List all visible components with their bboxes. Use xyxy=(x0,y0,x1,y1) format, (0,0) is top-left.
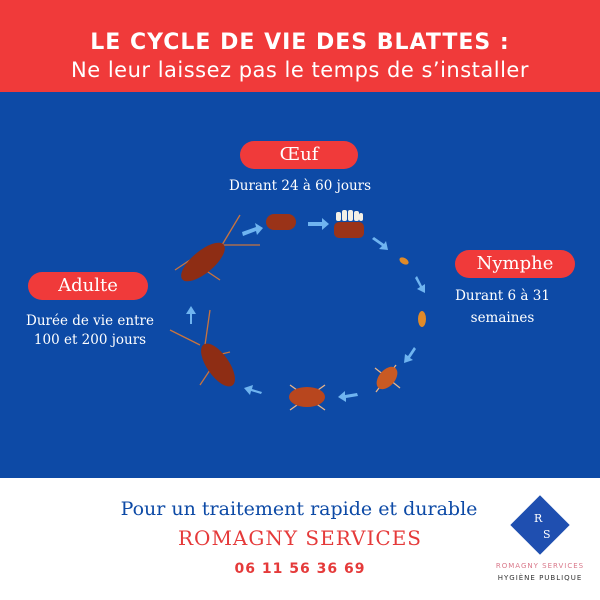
stage-label-nymph: Nymphe xyxy=(455,250,575,278)
arrow-icon xyxy=(186,306,196,324)
arrow-icon xyxy=(415,276,425,293)
egg-capsule-icon xyxy=(266,214,296,230)
stage-desc-nymph-line1: Durant 6 à 31 xyxy=(455,288,550,304)
company-name: ROMAGNY SERVICES xyxy=(177,526,422,550)
arrow-icon xyxy=(244,385,262,395)
stage-desc-adult-line1: Durée de vie entre xyxy=(26,313,154,329)
stage-label-egg: Œuf xyxy=(240,141,358,169)
cycle-arrows xyxy=(186,218,425,402)
tagline: Pour un traitement rapide et durable xyxy=(120,498,478,520)
adult-cockroach-icon xyxy=(169,309,235,387)
header-banner: LE CYCLE DE VIE DES BLATTES : Ne leur la… xyxy=(0,0,600,92)
stage-desc-nymph-line2: semaines xyxy=(470,310,535,326)
arrow-icon xyxy=(242,223,263,236)
stage-desc-adult-line2: 100 et 200 jours xyxy=(33,332,147,348)
logo-name: ROMAGNY SERVICES xyxy=(495,562,585,570)
phone-number[interactable]: 06 11 56 36 69 xyxy=(234,561,366,577)
adult-cockroach-icon xyxy=(174,214,260,282)
stage-desc-egg: Durant 24 à 60 jours xyxy=(228,178,372,194)
page-title: LE CYCLE DE VIE DES BLATTES : xyxy=(90,30,510,55)
page-subtitle: Ne leur laissez pas le temps de s’instal… xyxy=(71,58,529,82)
arrow-icon xyxy=(404,347,416,363)
nymph-medium-icon xyxy=(418,311,426,327)
stage-label-adult: Adulte xyxy=(28,272,148,300)
arrow-icon xyxy=(338,391,358,402)
nymph-large-icon xyxy=(374,364,401,393)
young-adult-icon xyxy=(289,384,326,411)
arrow-icon xyxy=(372,237,388,250)
logo-diamond xyxy=(510,495,570,555)
logo-letter-r: R xyxy=(534,512,543,525)
logo-subtitle: HYGIÈNE PUBLIQUE xyxy=(497,574,583,582)
nymph-small-icon xyxy=(399,257,409,265)
arrow-icon xyxy=(308,218,329,230)
logo-letter-s: S xyxy=(543,528,551,541)
company-logo: R S xyxy=(510,495,570,560)
hatching-egg-icon xyxy=(334,210,364,238)
